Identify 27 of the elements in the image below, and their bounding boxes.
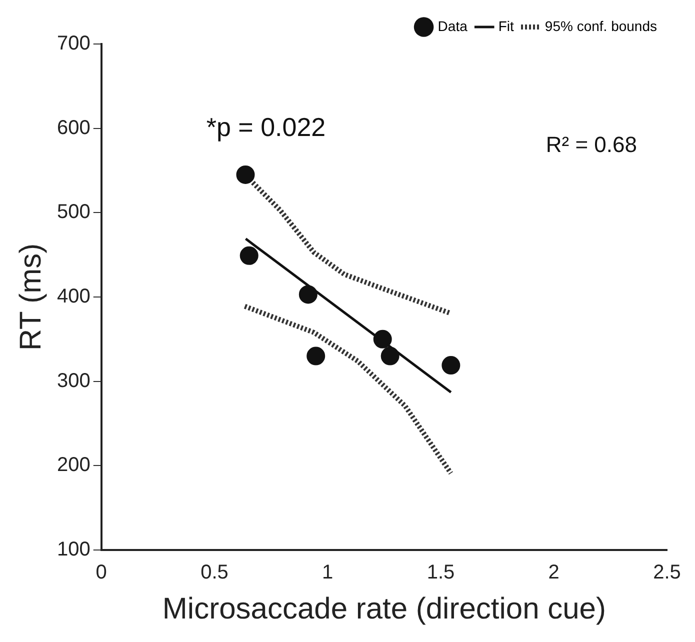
annotation: R² = 0.68 (546, 132, 637, 158)
point (380, 346, 400, 366)
y-tick-label: 400 (56, 286, 90, 308)
x-tick-label: 0.5 (200, 562, 228, 584)
point (373, 330, 392, 348)
y-tick-label: 200 (56, 454, 90, 476)
y-axis-title: RT (ms) (14, 243, 48, 351)
point (298, 285, 318, 304)
y-tick-label: 500 (56, 201, 90, 224)
x-tick-label: 0 (96, 562, 107, 584)
y-tick-label: 600 (56, 116, 90, 139)
point (240, 246, 258, 265)
point (306, 346, 326, 366)
y-tick-label: 300 (56, 370, 90, 392)
annotation: *p = 0.022 (206, 112, 326, 142)
x-tick-label: 2 (548, 562, 560, 584)
legend-label: 95% conf. bounds (544, 18, 658, 34)
x-tick-label: 1.5 (426, 562, 455, 584)
x-tick-label: 2.5 (653, 562, 681, 584)
legend-label: Fit (498, 18, 514, 34)
x-axis-title: Microsaccade rate (direction cue) (162, 592, 606, 626)
point (442, 356, 460, 375)
point (236, 165, 255, 184)
x-tick-label: 1 (322, 562, 334, 584)
y-tick-label: 700 (56, 32, 90, 55)
y-tick-label: 100 (56, 538, 90, 561)
legend-label: Data (438, 18, 468, 34)
